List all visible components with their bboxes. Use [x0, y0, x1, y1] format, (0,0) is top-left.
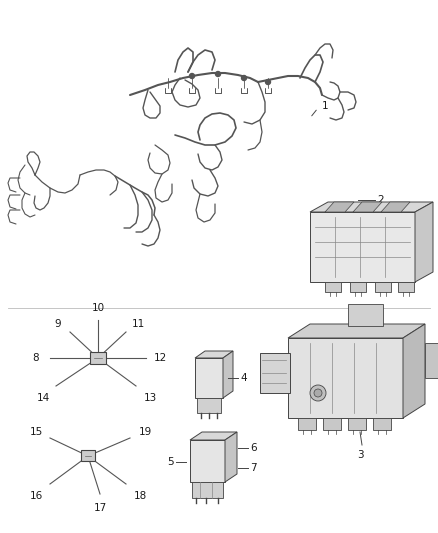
- Circle shape: [190, 74, 194, 78]
- Circle shape: [215, 71, 220, 77]
- Circle shape: [241, 76, 247, 80]
- Text: 16: 16: [29, 491, 42, 501]
- Bar: [398, 282, 414, 292]
- Circle shape: [314, 389, 322, 397]
- Circle shape: [265, 79, 271, 85]
- Text: 10: 10: [92, 303, 105, 313]
- Bar: [288, 338, 403, 418]
- Text: 1: 1: [322, 101, 328, 111]
- Text: 6: 6: [250, 443, 257, 453]
- Text: 14: 14: [36, 393, 49, 403]
- Bar: [195, 358, 223, 398]
- Polygon shape: [325, 202, 354, 212]
- Bar: [348, 418, 366, 430]
- Bar: [81, 450, 95, 461]
- Bar: [310, 212, 415, 282]
- Polygon shape: [403, 324, 425, 418]
- Bar: [260, 353, 290, 393]
- Text: 19: 19: [138, 427, 152, 437]
- Bar: [323, 418, 341, 430]
- Text: 5: 5: [167, 457, 174, 467]
- Polygon shape: [381, 202, 410, 212]
- Bar: [375, 282, 391, 292]
- Bar: [90, 352, 106, 364]
- Bar: [197, 398, 221, 413]
- Bar: [298, 418, 316, 430]
- Polygon shape: [310, 202, 433, 212]
- Text: 18: 18: [134, 491, 147, 501]
- Polygon shape: [195, 351, 233, 358]
- Circle shape: [310, 385, 326, 401]
- Text: 12: 12: [153, 353, 166, 363]
- Polygon shape: [225, 432, 237, 482]
- Bar: [425, 343, 438, 378]
- Polygon shape: [353, 202, 382, 212]
- Polygon shape: [415, 202, 433, 282]
- Text: 4: 4: [240, 373, 247, 383]
- Text: 9: 9: [55, 319, 61, 329]
- Polygon shape: [288, 324, 425, 338]
- Text: 2: 2: [377, 195, 384, 205]
- Text: 17: 17: [93, 503, 106, 513]
- Bar: [190, 440, 225, 482]
- Text: 3: 3: [357, 450, 363, 460]
- Bar: [373, 418, 391, 430]
- Text: 11: 11: [131, 319, 145, 329]
- Polygon shape: [190, 432, 237, 440]
- Polygon shape: [223, 351, 233, 398]
- Bar: [350, 282, 366, 292]
- Bar: [325, 282, 341, 292]
- Text: 7: 7: [250, 463, 257, 473]
- Text: 8: 8: [33, 353, 39, 363]
- Text: 15: 15: [29, 427, 42, 437]
- Bar: [192, 482, 223, 498]
- Bar: [348, 304, 383, 326]
- Text: 13: 13: [143, 393, 157, 403]
